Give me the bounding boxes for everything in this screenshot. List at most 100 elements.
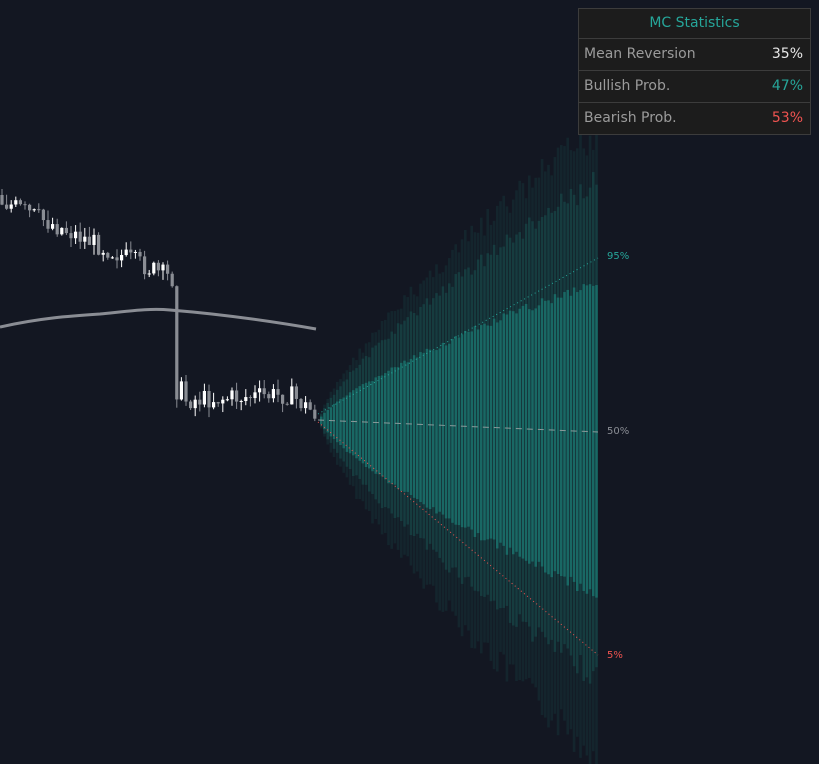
cone-bar	[352, 370, 355, 477]
cone-bar	[556, 147, 560, 736]
cone-bar	[582, 198, 585, 681]
candle-body	[225, 399, 229, 401]
cone-bar	[467, 331, 470, 527]
cone-bar	[432, 350, 435, 508]
cone-bar	[428, 349, 432, 510]
cone-bar	[390, 367, 393, 484]
cone-bar	[585, 196, 589, 678]
cone-bar	[342, 397, 345, 449]
cone-bar	[380, 375, 384, 477]
cone-bar	[371, 381, 374, 472]
candle-body	[184, 381, 188, 402]
cone-bar	[441, 342, 445, 515]
cone-bar	[374, 332, 377, 520]
cone-bar	[544, 300, 547, 573]
cone-bar	[441, 286, 445, 563]
cone-label: 50%	[607, 426, 629, 437]
candle-body	[189, 401, 193, 409]
cone-bar	[336, 401, 339, 443]
cone-bar	[438, 348, 441, 512]
cone-bar	[528, 175, 531, 678]
cone-bar	[579, 290, 582, 584]
cone-bar	[572, 151, 576, 752]
cone-bar	[419, 283, 422, 579]
cone-bar	[451, 249, 454, 612]
cone-bar	[358, 364, 361, 479]
cone-bar	[483, 235, 486, 643]
cone-bar	[400, 362, 403, 492]
cone-bar	[406, 317, 409, 525]
cone-bar	[435, 293, 438, 552]
cone-bar	[441, 272, 445, 612]
cone-bar	[342, 373, 345, 473]
cone-bar	[550, 212, 553, 640]
cone-bar	[364, 343, 368, 510]
candle-body	[32, 209, 36, 211]
candle-body	[41, 209, 45, 221]
cone-bar	[489, 325, 493, 539]
table-row: Bullish Prob. 47%	[579, 71, 810, 103]
candle-body	[110, 257, 114, 259]
candle-body	[230, 390, 234, 400]
candle-body	[212, 402, 216, 408]
cone-bar	[540, 298, 544, 567]
cone-label: 5%	[607, 650, 623, 661]
table-row: Bearish Prob. 53%	[579, 103, 810, 134]
candle-body	[69, 233, 73, 239]
cone-bar	[409, 311, 413, 536]
row-label: Mean Reversion	[584, 46, 696, 62]
cone-bar	[409, 286, 413, 566]
cone-bar	[499, 320, 502, 543]
candle-body	[9, 204, 13, 209]
cone-bar	[380, 340, 384, 509]
cone-bar	[521, 183, 525, 682]
cone-bar	[467, 267, 470, 577]
cone-bar	[524, 303, 528, 561]
forecast-cone	[320, 130, 598, 764]
candle-body	[207, 390, 211, 408]
cone-bar	[416, 296, 419, 572]
cone-bar	[412, 355, 416, 498]
cone-bar	[566, 203, 569, 649]
cone-bar	[460, 239, 464, 637]
cone-bar	[476, 329, 480, 534]
cone-bar	[467, 241, 470, 631]
cone-bar	[409, 358, 413, 496]
cone-bar	[396, 309, 400, 550]
cone-bar	[457, 252, 461, 628]
row-value: 47%	[771, 78, 803, 94]
candle-body	[294, 386, 298, 399]
cone-bar	[368, 381, 371, 469]
cone-bar	[521, 238, 525, 622]
candle-body	[221, 399, 225, 404]
cone-bar	[492, 318, 496, 540]
cone-bar	[486, 253, 489, 595]
cone-bar	[422, 352, 425, 505]
cone-bar	[332, 403, 336, 440]
cone-bar	[358, 348, 361, 500]
cone-bar	[368, 342, 371, 511]
cone-bar	[448, 283, 451, 573]
cone-bar	[476, 232, 480, 642]
cone-bar	[412, 312, 416, 536]
candle-body	[193, 399, 197, 409]
cone-bar	[451, 339, 454, 523]
cone-bar	[515, 190, 518, 682]
cone-bar	[588, 187, 592, 684]
cone-bar	[480, 254, 483, 596]
candle-body	[304, 402, 308, 409]
candle-body	[37, 209, 41, 211]
cone-bar	[566, 137, 569, 735]
cone-bar	[403, 295, 406, 555]
cone-bar	[448, 343, 451, 519]
cone-bar	[438, 295, 441, 558]
cone-bar	[531, 187, 534, 684]
candle-body	[281, 394, 285, 404]
cone-bar	[348, 372, 352, 470]
candle-body	[64, 227, 68, 234]
candle-body	[308, 402, 312, 410]
cone-bar	[473, 326, 477, 537]
cone-bar	[384, 373, 387, 480]
candle-body	[313, 409, 317, 419]
